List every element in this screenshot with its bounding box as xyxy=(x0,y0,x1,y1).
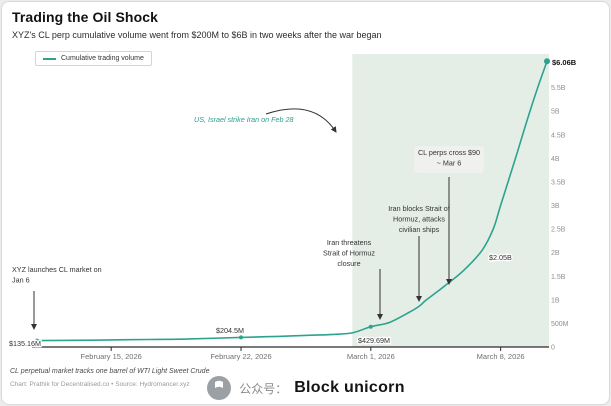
data-point-label: $135.16M xyxy=(9,339,41,348)
annotation-box-perps xyxy=(414,146,484,173)
annotation-arrow-strike xyxy=(265,108,337,133)
data-point-label: $429.69M xyxy=(358,336,390,345)
footer-note: CL perpetual market tracks one barrel of… xyxy=(10,368,210,375)
data-point-label: $6.06B xyxy=(552,58,577,67)
event-period-band xyxy=(352,54,549,347)
legend-label: Cumulative trading volume xyxy=(61,55,144,62)
footer-credits: Chart: Prathik for Decentralised.co • So… xyxy=(10,381,190,388)
x-axis-tick-label: February 15, 2026 xyxy=(81,352,142,361)
y-axis-tick-label: 500M xyxy=(551,321,569,328)
annotation-text-threatens: Iran threatens Strait of Hormuz closure xyxy=(323,238,375,268)
y-axis-tick-label: 3B xyxy=(551,203,560,210)
annotation-text-blocks: Iran blocks Strait of Hormuz, attacks civi… xyxy=(388,204,450,234)
wechat-official-account-logo-icon xyxy=(207,376,232,400)
y-axis-tick-label: 2.5B xyxy=(551,227,566,234)
data-point-dot xyxy=(368,324,373,329)
data-point-dot xyxy=(544,58,550,65)
legend: Cumulative trading volume xyxy=(35,51,152,66)
y-axis-tick-label: 2B xyxy=(551,250,560,257)
watermark: 公众号： Block unicorn xyxy=(2,372,609,404)
y-axis-tick-label: 0 xyxy=(551,345,555,352)
data-point-label: $204.5M xyxy=(216,326,244,335)
x-axis-tick-label: March 1, 2026 xyxy=(347,352,395,361)
annotation-text-strike: US, Israel strike Iran on Feb 28 xyxy=(194,115,293,124)
watermark-prefix: 公众号： xyxy=(239,381,288,396)
annotation-text-launch: XYZ launches CL market on Jan 6 xyxy=(12,265,102,285)
page-subtitle: XYZ's CL perp cumulative volume went fro… xyxy=(12,30,382,40)
watermark-brand: Block unicorn xyxy=(294,379,405,396)
y-axis-tick-label: 3.5B xyxy=(551,179,566,186)
data-point-label: $2.05B xyxy=(489,253,512,262)
cumulative-volume-line xyxy=(36,60,548,342)
legend-line-swatch-icon xyxy=(43,57,56,60)
y-axis-tick-label: 5B xyxy=(551,109,560,116)
x-axis-tick-label: February 22, 2026 xyxy=(210,352,271,361)
y-axis-tick-label: 1.5B xyxy=(551,274,566,281)
y-axis-tick-label: 4.5B xyxy=(551,132,566,139)
x-axis-tick-label: March 8, 2026 xyxy=(477,352,525,361)
y-axis-tick-label: 5.5B xyxy=(551,85,566,92)
y-axis-tick-label: 4B xyxy=(551,156,560,163)
data-point-dot xyxy=(35,338,39,343)
annotation-text-perps: CL perps cross $90 ~ Mar 6 xyxy=(418,148,480,168)
y-axis-tick-label: 1B xyxy=(551,297,560,304)
page-title: Trading the Oil Shock xyxy=(12,9,159,25)
data-point-dot xyxy=(239,335,243,340)
